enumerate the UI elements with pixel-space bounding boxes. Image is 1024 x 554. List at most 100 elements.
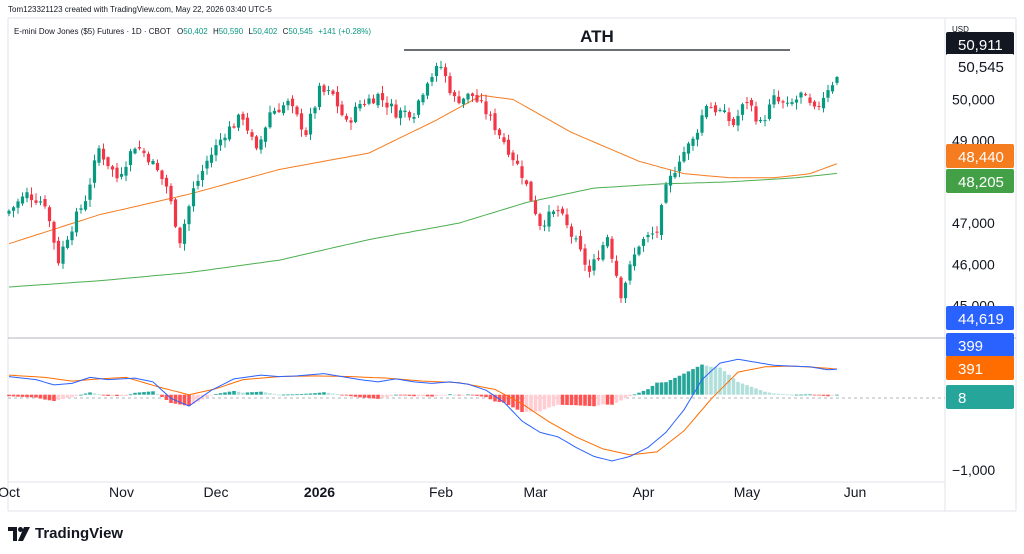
candle[interactable] [592, 253, 596, 276]
candle[interactable] [736, 109, 740, 132]
candle[interactable] [268, 105, 272, 129]
candle[interactable] [151, 159, 155, 165]
candle[interactable] [164, 174, 169, 194]
candle[interactable] [655, 226, 659, 239]
candle[interactable] [650, 226, 655, 240]
candle[interactable] [596, 250, 601, 261]
candle[interactable] [115, 162, 119, 183]
candle[interactable] [61, 240, 65, 269]
candle[interactable] [20, 192, 25, 206]
candle[interactable] [209, 147, 214, 168]
candle[interactable] [754, 101, 758, 125]
candle[interactable] [326, 85, 331, 96]
candle[interactable] [92, 154, 97, 188]
candle[interactable] [128, 148, 133, 172]
candle[interactable] [529, 180, 533, 202]
candle[interactable] [416, 99, 421, 119]
candle[interactable] [533, 195, 538, 216]
candle[interactable] [682, 146, 686, 163]
candle[interactable] [25, 187, 29, 203]
candle[interactable] [295, 105, 299, 117]
candle[interactable] [628, 260, 632, 285]
candle[interactable] [380, 85, 385, 107]
candle[interactable] [110, 164, 115, 177]
candle[interactable] [772, 89, 776, 109]
candle[interactable] [524, 179, 529, 187]
candle[interactable] [790, 98, 794, 106]
candle[interactable] [731, 117, 736, 128]
candle[interactable] [646, 231, 650, 243]
candle[interactable] [124, 161, 128, 182]
candle[interactable] [160, 169, 164, 185]
candle[interactable] [232, 123, 236, 129]
candle[interactable] [565, 208, 569, 229]
candle[interactable] [119, 167, 124, 180]
candle[interactable] [614, 255, 619, 278]
candle[interactable] [335, 86, 340, 114]
candle[interactable] [56, 236, 61, 266]
candle[interactable] [610, 236, 614, 263]
candle[interactable] [677, 155, 682, 178]
candle[interactable] [511, 150, 515, 166]
candle[interactable] [83, 195, 88, 212]
candle[interactable] [799, 91, 803, 104]
candle[interactable] [767, 99, 772, 121]
candle[interactable] [353, 102, 358, 124]
candle[interactable] [659, 203, 664, 241]
candle[interactable] [601, 241, 605, 262]
candle[interactable] [362, 99, 367, 107]
candle[interactable] [205, 155, 209, 175]
candle[interactable] [331, 89, 335, 96]
candle[interactable] [664, 181, 668, 204]
candle[interactable] [448, 72, 452, 96]
candle[interactable] [101, 143, 106, 166]
currency-label[interactable]: USD [952, 25, 969, 34]
candle[interactable] [475, 89, 479, 104]
candle[interactable] [488, 111, 493, 121]
candle[interactable] [367, 94, 371, 106]
candle[interactable] [794, 95, 799, 110]
candle[interactable] [668, 170, 673, 193]
candle[interactable] [178, 226, 182, 249]
candle[interactable] [173, 198, 178, 228]
candle[interactable] [691, 136, 695, 151]
candle[interactable] [781, 99, 785, 109]
candle[interactable] [200, 164, 205, 187]
candle[interactable] [286, 98, 290, 111]
candle[interactable] [65, 235, 70, 250]
candle[interactable] [556, 205, 560, 217]
candle[interactable] [187, 204, 191, 231]
candle[interactable] [371, 94, 376, 105]
candle[interactable] [605, 234, 610, 249]
candle[interactable] [470, 92, 475, 103]
candle[interactable] [412, 112, 416, 124]
candle[interactable] [142, 148, 146, 158]
candle[interactable] [673, 166, 677, 179]
candle[interactable] [250, 129, 254, 141]
candle[interactable] [520, 160, 524, 185]
candle[interactable] [79, 204, 83, 214]
candle[interactable] [812, 100, 817, 110]
candle[interactable] [43, 195, 47, 209]
candle[interactable] [7, 209, 11, 217]
candle[interactable] [443, 63, 448, 83]
candle[interactable] [227, 121, 232, 142]
candle[interactable] [272, 107, 277, 115]
candle[interactable] [560, 206, 565, 216]
candle[interactable] [461, 97, 466, 108]
candle[interactable] [70, 226, 74, 246]
candle[interactable] [317, 82, 322, 111]
candle[interactable] [502, 133, 506, 145]
candle[interactable] [583, 243, 587, 271]
candle[interactable] [578, 230, 583, 252]
candle[interactable] [290, 95, 295, 114]
candle[interactable] [749, 97, 754, 112]
candle[interactable] [394, 99, 398, 119]
candle[interactable] [551, 209, 556, 217]
candle[interactable] [587, 259, 592, 278]
candle[interactable] [263, 126, 268, 148]
candle[interactable] [214, 139, 218, 162]
candle[interactable] [47, 205, 52, 228]
candle[interactable] [497, 128, 502, 140]
candle[interactable] [623, 281, 628, 303]
